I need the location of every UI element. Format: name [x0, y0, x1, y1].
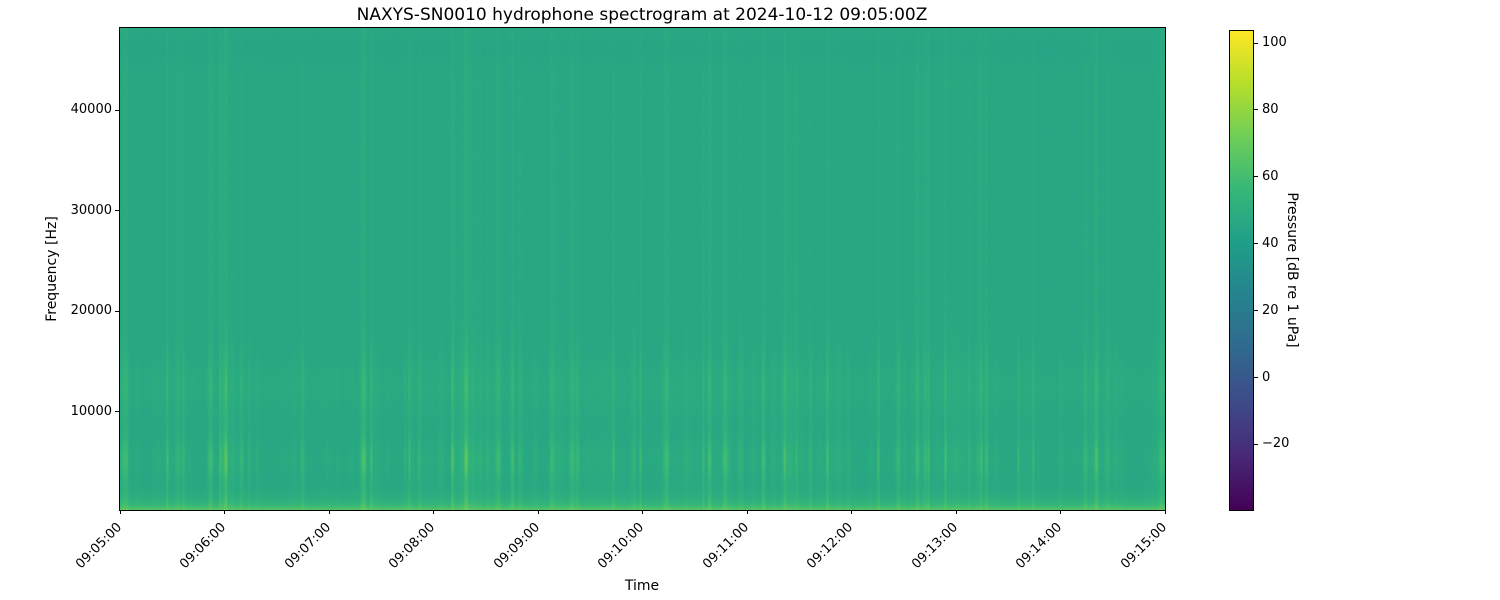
x-tick-mark	[224, 510, 225, 514]
y-tick-label: 10000	[70, 403, 112, 419]
spectrogram-heatmap	[120, 28, 1165, 510]
colorbar-tick-mark	[1254, 109, 1258, 111]
colorbar-gradient	[1230, 31, 1253, 510]
colorbar-tick-mark	[1254, 443, 1258, 445]
x-tick-mark	[119, 510, 121, 514]
x-tick-mark	[746, 510, 748, 514]
x-tick-mark	[537, 510, 539, 514]
x-tick-mark	[851, 510, 852, 514]
y-tick-mark	[115, 210, 119, 212]
colorbar-tick-label: 20	[1262, 302, 1279, 318]
y-tick-label: 40000	[70, 102, 112, 117]
x-axis-label: Time	[624, 578, 660, 594]
colorbar-label: Pressure [dB re 1 uPa]	[1284, 192, 1300, 348]
y-tick-mark	[115, 310, 119, 312]
colorbar-tick-mark	[1254, 310, 1258, 312]
colorbar-tick-mark	[1254, 42, 1258, 44]
colorbar-tick-label: 40	[1262, 235, 1279, 251]
x-tick-label: 09:13:00	[908, 520, 961, 572]
plot-title: NAXYS-SN0010 hydrophone spectrogram at 2…	[356, 5, 928, 25]
colorbar	[1229, 30, 1254, 511]
y-tick-label: 30000	[70, 202, 112, 218]
x-tick-label: 09:15:00	[1117, 520, 1170, 572]
colorbar-tick-label: −20	[1262, 436, 1290, 452]
x-tick-label: 09:06:00	[177, 520, 230, 572]
x-tick-mark	[328, 510, 330, 514]
x-tick-label: 09:10:00	[595, 520, 648, 572]
x-tick-label: 09:12:00	[804, 520, 857, 572]
x-tick-mark	[955, 510, 957, 514]
y-tick-mark	[115, 411, 119, 413]
plot-area	[119, 27, 1166, 511]
colorbar-tick-label: 100	[1262, 35, 1287, 51]
x-tick-label: 09:09:00	[490, 520, 543, 572]
x-tick-mark	[1164, 510, 1166, 514]
x-tick-label: 09:05:00	[72, 520, 125, 572]
x-tick-mark	[642, 510, 643, 514]
colorbar-tick-label: 80	[1262, 101, 1279, 117]
colorbar-tick-label: 60	[1262, 168, 1279, 184]
colorbar-tick-mark	[1254, 176, 1258, 178]
x-tick-label: 09:11:00	[699, 520, 752, 572]
x-tick-label: 09:07:00	[281, 520, 334, 572]
colorbar-tick-label: 0	[1262, 369, 1271, 385]
colorbar-tick-mark	[1254, 243, 1258, 245]
colorbar-tick-mark	[1254, 377, 1258, 379]
x-tick-label: 09:08:00	[386, 520, 439, 572]
x-tick-label: 09:14:00	[1013, 520, 1066, 572]
y-tick-mark	[115, 109, 119, 111]
x-tick-mark	[433, 510, 434, 514]
y-tick-label: 20000	[70, 303, 112, 319]
y-axis-label: Frequency [Hz]	[44, 216, 60, 322]
x-tick-mark	[1060, 510, 1061, 514]
